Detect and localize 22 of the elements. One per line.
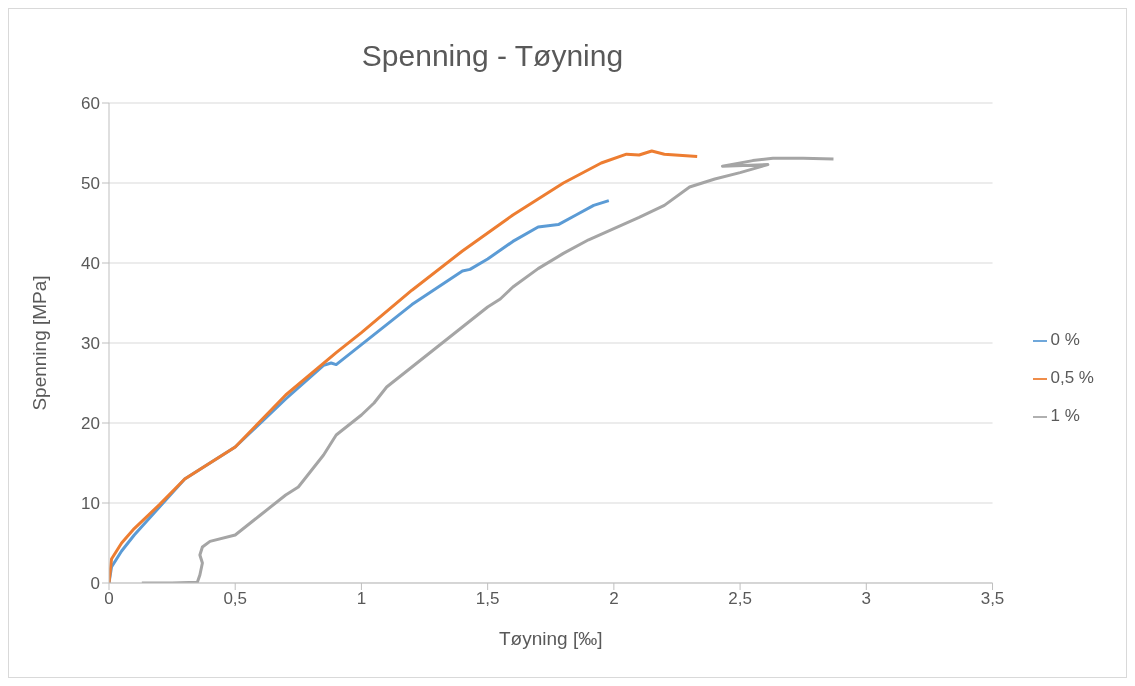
y-tick-label: 60 xyxy=(81,94,100,114)
y-axis-title: Spenning [MPa] xyxy=(28,275,50,411)
x-tick-label: 0,5 xyxy=(223,589,248,609)
x-tick-label: 3,5 xyxy=(980,589,1005,609)
y-tick-label: 20 xyxy=(81,414,100,434)
line-series xyxy=(109,149,699,583)
x-tick-label: 3 xyxy=(861,589,872,609)
y-tick-label: 30 xyxy=(81,334,100,354)
x-tick-label: 0 xyxy=(104,589,114,609)
y-tick-label: 40 xyxy=(81,254,100,274)
x-tick-label: 1,5 xyxy=(475,589,500,609)
y-tick-label: 0 xyxy=(90,574,100,594)
x-axis-title: Tøyning [‰] xyxy=(499,628,603,649)
y-tick-label: 10 xyxy=(81,494,100,514)
x-tick-label: 2 xyxy=(609,589,619,609)
x-tick-label: 2,5 xyxy=(728,589,752,609)
x-tick-label: 1 xyxy=(356,589,367,609)
legend-label: 0 % xyxy=(1050,330,1080,349)
legend-label: 1 % xyxy=(1050,406,1080,425)
chart-title: Spenning - Tøyning xyxy=(360,38,625,74)
y-tick-label: 50 xyxy=(81,174,100,194)
legend-label: 0,5 % xyxy=(1050,368,1094,387)
